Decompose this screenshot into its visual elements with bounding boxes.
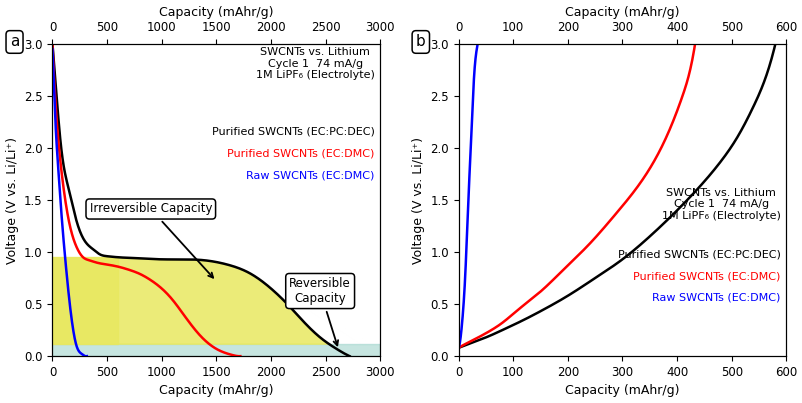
Text: Raw SWCNTs (EC:DMC): Raw SWCNTs (EC:DMC) [652,293,780,303]
Text: Purified SWCNTs (EC:DMC): Purified SWCNTs (EC:DMC) [227,148,375,158]
X-axis label: Capacity (mAhr/g): Capacity (mAhr/g) [565,6,678,19]
Text: Irreversible Capacity: Irreversible Capacity [90,202,213,278]
Text: b: b [415,35,425,50]
Text: SWCNTs vs. Lithium
Cycle 1  74 mA/g
1M LiPF₆ (Electrolyte): SWCNTs vs. Lithium Cycle 1 74 mA/g 1M Li… [256,47,375,80]
Text: Reversible
Capacity: Reversible Capacity [289,277,350,345]
Text: Raw SWCNTs (EC:DMC): Raw SWCNTs (EC:DMC) [246,170,375,180]
Text: SWCNTs vs. Lithium
Cycle 1  74 mA/g
1M LiPF₆ (Electrolyte): SWCNTs vs. Lithium Cycle 1 74 mA/g 1M Li… [661,187,780,221]
X-axis label: Capacity (mAhr/g): Capacity (mAhr/g) [159,384,273,397]
Text: a: a [10,35,19,50]
Bar [52,344,380,356]
Y-axis label: Voltage (V vs. Li/Li⁺): Voltage (V vs. Li/Li⁺) [411,137,424,264]
Text: Purified SWCNTs (EC:PC:DEC): Purified SWCNTs (EC:PC:DEC) [618,249,780,259]
Text: Purified SWCNTs (EC:PC:DEC): Purified SWCNTs (EC:PC:DEC) [212,127,375,136]
X-axis label: Capacity (mAhr/g): Capacity (mAhr/g) [565,384,678,397]
X-axis label: Capacity (mAhr/g): Capacity (mAhr/g) [159,6,273,19]
Y-axis label: Voltage (V vs. Li/Li⁺): Voltage (V vs. Li/Li⁺) [6,137,18,264]
Text: Purified SWCNTs (EC:DMC): Purified SWCNTs (EC:DMC) [633,271,780,281]
